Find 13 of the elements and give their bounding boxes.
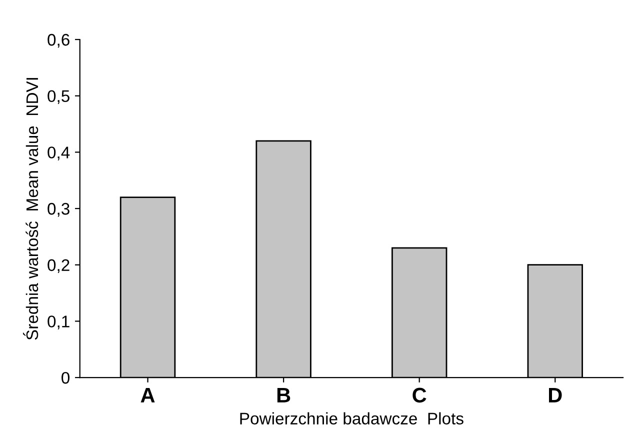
y-axis-title: Średnia wartość Mean value NDVI	[23, 78, 38, 340]
x-tick-label: B	[277, 388, 290, 402]
x-axis-title: Powierzchnie badawcze Plots	[240, 412, 464, 424]
y-tick-label: 0	[62, 372, 70, 384]
y-tick-label: 0,6	[48, 34, 70, 48]
x-tick-label: A	[140, 388, 155, 402]
x-tick-label: D	[549, 388, 562, 402]
x-tick-label: C	[412, 388, 426, 403]
y-tick-label: 0,5	[48, 90, 70, 104]
y-tick-label: 0,4	[48, 146, 70, 160]
y-tick-label: 0,3	[48, 202, 70, 217]
y-tick-label: 0,2	[48, 259, 70, 274]
y-tick-label: 0,1	[48, 316, 70, 330]
